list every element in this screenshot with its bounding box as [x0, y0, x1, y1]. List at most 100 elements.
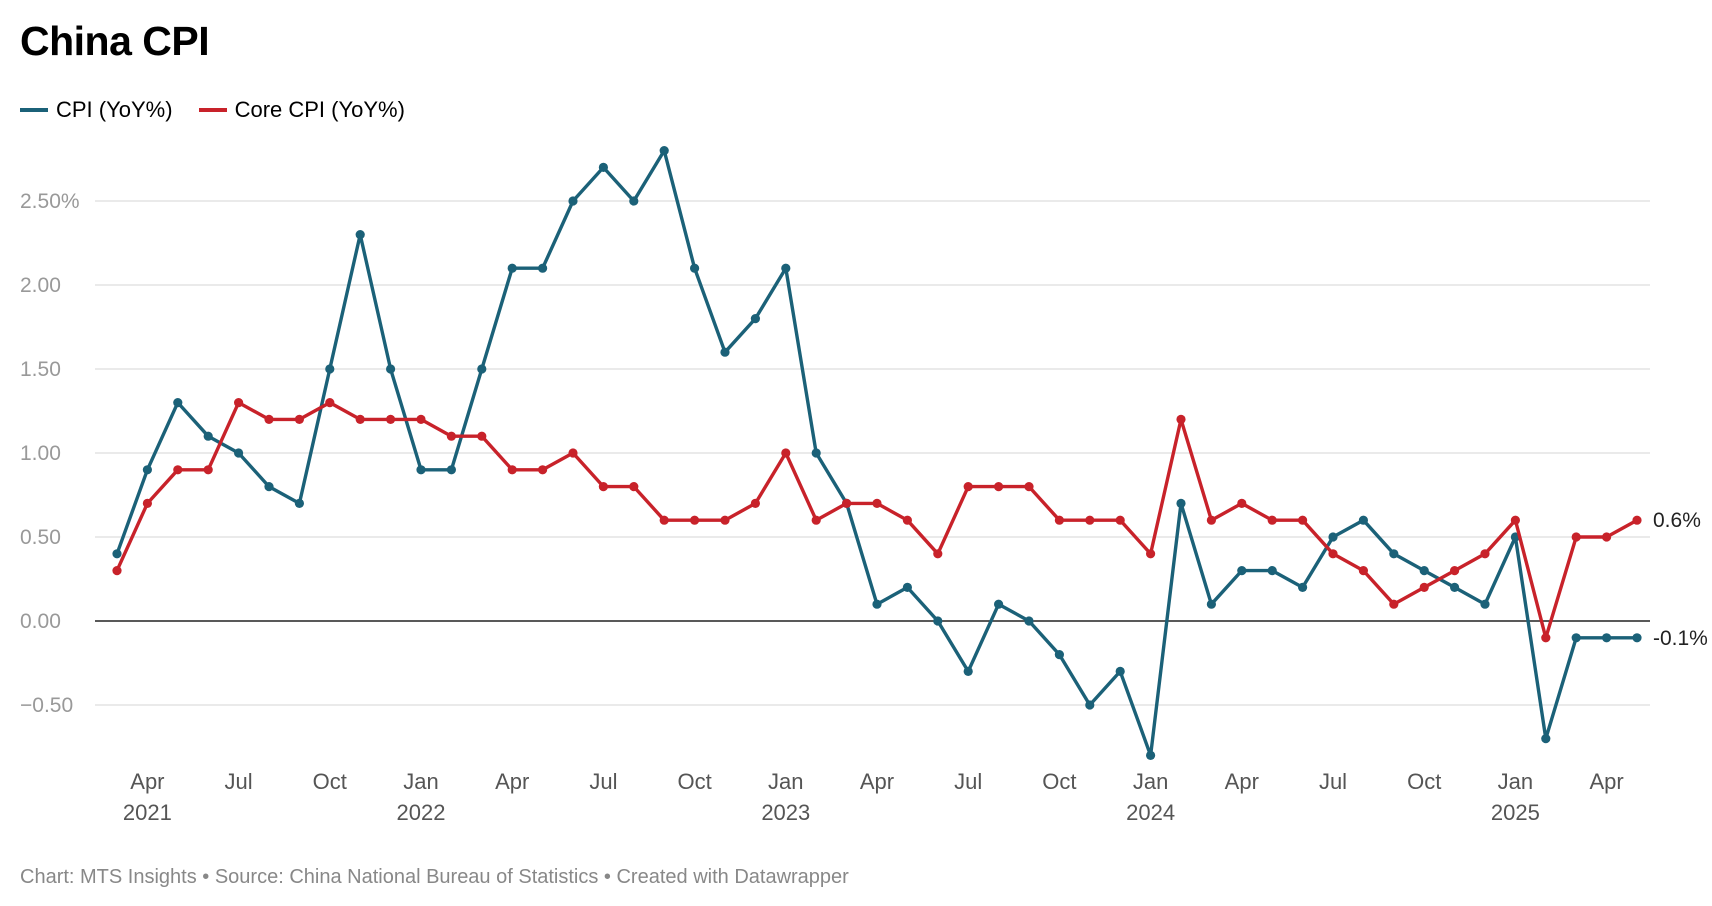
x-tick-label: Apr	[495, 769, 529, 794]
core-cpi-point	[842, 498, 852, 508]
cpi-point	[1632, 633, 1642, 643]
core-cpi-point	[872, 498, 882, 508]
core-cpi-point	[234, 398, 244, 408]
core-cpi-point	[1115, 515, 1125, 525]
cpi-point	[477, 364, 487, 374]
core-cpi-point	[386, 414, 396, 424]
core-cpi-point	[1146, 549, 1156, 559]
cpi-point	[1602, 633, 1612, 643]
cpi-point	[568, 196, 578, 206]
x-tick-label: Jul	[1319, 769, 1347, 794]
core-cpi-point	[203, 465, 213, 475]
x-tick-label: Oct	[1042, 769, 1076, 794]
x-tick-label: Oct	[1407, 769, 1441, 794]
core-cpi-point	[294, 414, 304, 424]
cpi-point	[1085, 700, 1095, 710]
cpi-point	[142, 465, 152, 475]
legend-swatch-cpi	[20, 108, 48, 112]
x-tick-year-label: 2022	[397, 800, 446, 825]
cpi-point	[994, 599, 1004, 609]
x-tick-label: Jul	[225, 769, 253, 794]
cpi-point	[1541, 734, 1551, 744]
cpi-point	[1358, 515, 1368, 525]
x-tick-label: Apr	[860, 769, 894, 794]
core-cpi-point	[1632, 515, 1642, 525]
cpi-point	[173, 398, 183, 408]
x-tick-label: Apr	[1589, 769, 1623, 794]
core-cpi-point	[1267, 515, 1277, 525]
core-cpi-point	[933, 549, 943, 559]
x-tick-label: Jan	[1133, 769, 1168, 794]
core-cpi-point	[750, 498, 761, 508]
legend-label-core-cpi: Core CPI (YoY%)	[234, 97, 405, 122]
core-cpi-point	[477, 431, 487, 441]
x-tick-year-label: 2023	[761, 800, 810, 825]
x-tick-label: Oct	[313, 769, 347, 794]
y-tick-label: −0.50	[20, 694, 73, 717]
chart-legend: CPI (YoY%) Core CPI (YoY%)	[20, 97, 405, 123]
core-cpi-point	[538, 465, 548, 475]
cpi-point	[598, 162, 609, 172]
x-tick-year-label: 2021	[123, 800, 172, 825]
cpi-point	[659, 146, 669, 156]
cpi-point	[1024, 616, 1034, 626]
cpi-point	[963, 666, 973, 677]
cpi-point	[234, 448, 244, 458]
core-cpi-point	[1085, 515, 1095, 525]
y-tick-label: 2.00	[20, 274, 61, 297]
core-cpi-point	[1480, 549, 1490, 559]
core-cpi-point	[1541, 633, 1551, 643]
cpi-point	[294, 498, 304, 508]
chart-title: China CPI	[20, 18, 210, 64]
core-cpi-point	[994, 482, 1004, 492]
cpi-point	[629, 196, 639, 206]
core-cpi-point	[1602, 532, 1612, 542]
x-tick-label: Jan	[403, 769, 438, 794]
core-cpi-point	[355, 414, 365, 424]
cpi-point	[1419, 566, 1429, 576]
legend-item-core-cpi: Core CPI (YoY%)	[198, 97, 405, 123]
core-cpi-point	[963, 482, 973, 492]
core-cpi-point	[1176, 414, 1186, 424]
cpi-point	[446, 465, 456, 475]
x-tick-year-label: 2024	[1126, 800, 1175, 825]
y-tick-label: 0.50	[20, 526, 61, 549]
x-tick-label: Apr	[1225, 769, 1259, 794]
cpi-point	[1206, 599, 1216, 609]
core-cpi-point	[507, 465, 517, 475]
chart-footer: Chart: MTS Insights • Source: China Nati…	[20, 866, 849, 888]
core-cpi-point	[325, 398, 335, 408]
core-cpi-point	[690, 515, 700, 525]
x-tick-label: Jan	[768, 769, 803, 794]
x-tick-label: Jul	[589, 769, 617, 794]
core-cpi-point	[598, 482, 609, 492]
x-tick-label: Jan	[1498, 769, 1533, 794]
cpi-point	[1146, 750, 1156, 761]
core-cpi-point	[1510, 515, 1520, 525]
core-cpi-point	[568, 448, 578, 458]
core-cpi-point	[1450, 566, 1460, 576]
cpi-point	[386, 364, 396, 374]
core-cpi-point	[902, 515, 913, 525]
core-cpi-point	[720, 515, 730, 525]
cpi-point	[538, 263, 548, 273]
x-tick-label: Apr	[130, 769, 164, 794]
cpi-point	[1450, 582, 1460, 593]
cpi-point	[264, 482, 274, 492]
core-cpi-point	[173, 465, 183, 475]
core-cpi-point	[1237, 498, 1247, 508]
cpi-point	[902, 582, 913, 593]
core-cpi-point	[811, 515, 821, 525]
cpi-point	[872, 599, 882, 609]
cpi-point	[325, 364, 335, 374]
cpi-point	[811, 448, 821, 458]
y-tick-label: 1.50	[20, 358, 61, 381]
cpi-point	[416, 465, 426, 475]
cpi-point	[355, 230, 365, 240]
cpi-point	[1054, 650, 1064, 660]
core-cpi-point	[1024, 482, 1034, 492]
cpi-point	[1267, 566, 1277, 576]
cpi-point	[1571, 633, 1581, 643]
cpi-point	[1237, 566, 1247, 576]
